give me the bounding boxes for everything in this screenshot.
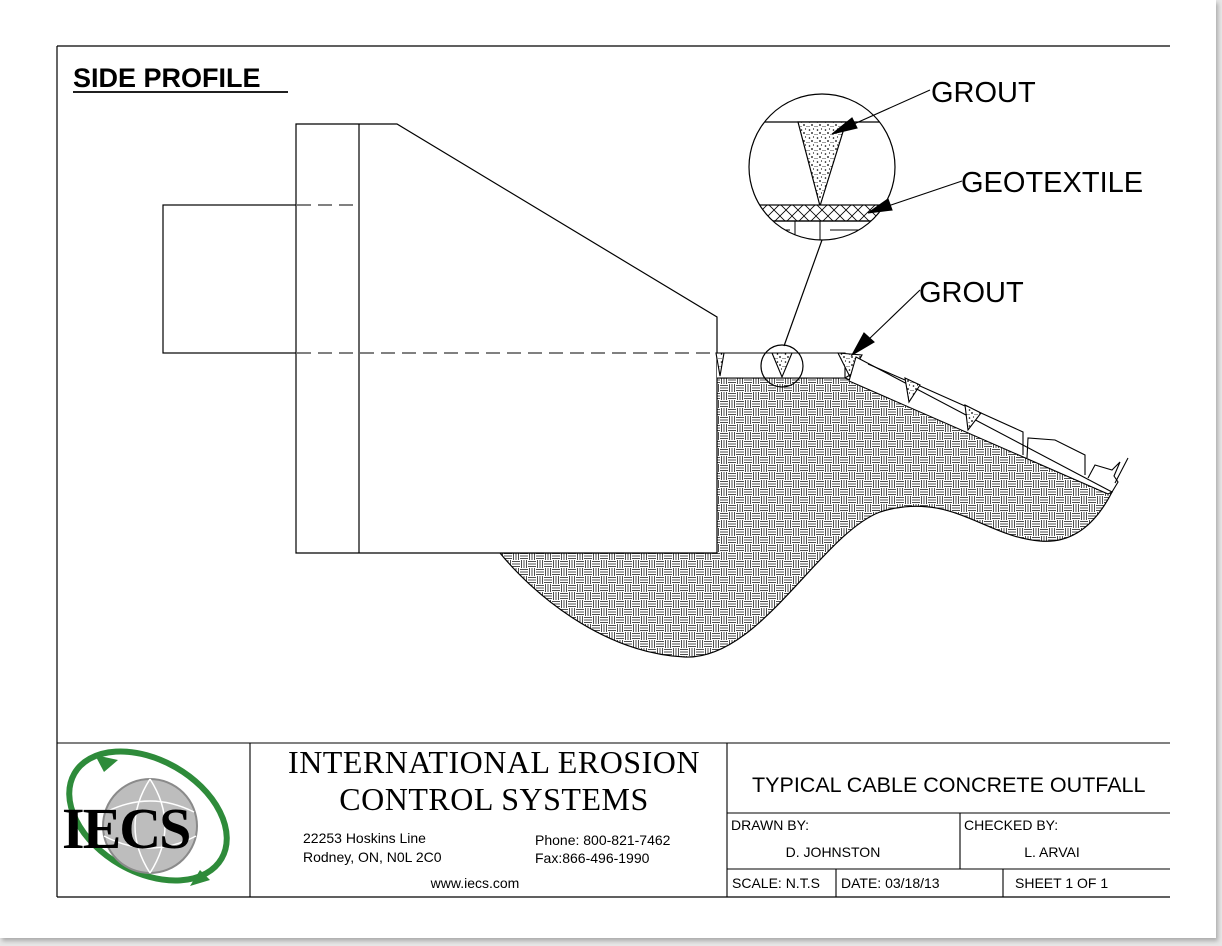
fax: Fax:866-496-1990 <box>535 850 650 866</box>
callout-geotextile: GEOTEXTILE <box>961 167 1143 199</box>
leaders <box>831 89 963 357</box>
callout-grout-top: GROUT <box>931 77 1036 109</box>
apron-blocks <box>715 352 863 379</box>
date: DATE: 03/18/13 <box>841 875 940 891</box>
checked-by-value: L. ARVAI <box>1024 844 1080 860</box>
website: www.iecs.com <box>430 875 520 891</box>
iecs-logo: IECS <box>62 748 230 886</box>
detail-bubble <box>749 94 895 240</box>
checked-by-label: CHECKED BY: <box>964 817 1058 833</box>
drawn-by-value: D. JOHNSTON <box>786 844 881 860</box>
company-name-line2: CONTROL SYSTEMS <box>339 781 648 817</box>
headwall <box>162 123 718 554</box>
scale: SCALE: N.T.S <box>732 875 820 891</box>
phone: Phone: 800-821-7462 <box>535 832 671 848</box>
title-block <box>57 742 1170 897</box>
detail-marker-circle <box>760 344 804 388</box>
sheet-number: SHEET 1 OF 1 <box>1015 875 1108 891</box>
pipe-hidden-lines <box>297 204 716 354</box>
sheet-border <box>56 45 1170 898</box>
detail-callout <box>748 93 896 388</box>
logo-text: IECS <box>62 796 189 861</box>
drawn-by-label: DRAWN BY: <box>731 817 809 833</box>
address-line1: 22253 Hoskins Line <box>303 830 426 846</box>
drawing-title: TYPICAL CABLE CONCRETE OUTFALL <box>752 773 1146 797</box>
company-name-line1: INTERNATIONAL EROSION <box>288 744 700 780</box>
section-title: SIDE PROFILE <box>73 63 261 93</box>
slope-blocks <box>848 356 1129 495</box>
soil-fill <box>498 377 1113 658</box>
address-line2: Rodney, ON, N0L 2C0 <box>303 849 442 865</box>
callout-grout-lower: GROUT <box>919 277 1024 309</box>
